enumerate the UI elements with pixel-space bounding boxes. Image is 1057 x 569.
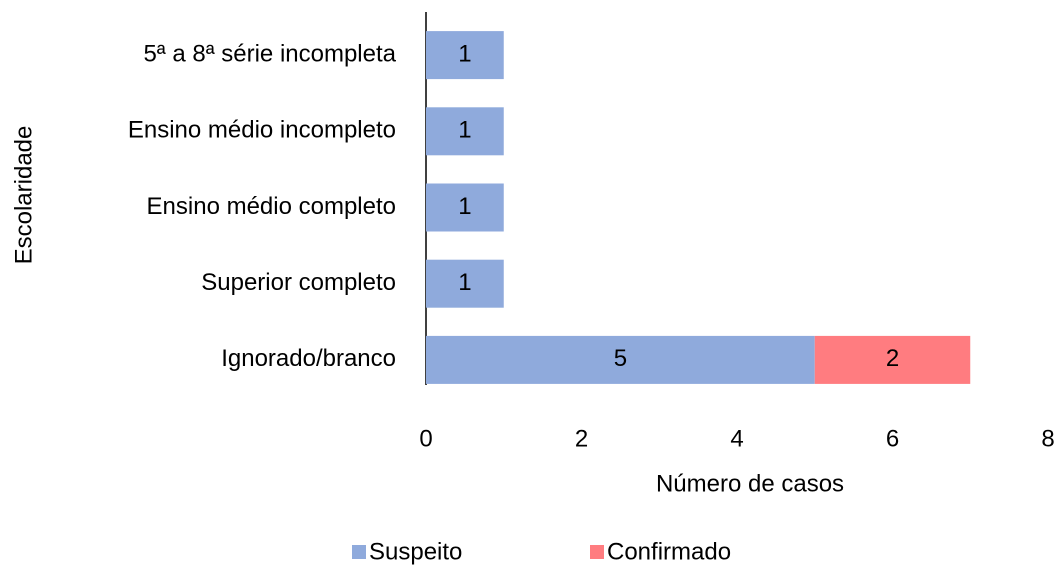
y-tick-label: Ignorado/branco [221, 345, 396, 372]
legend-label: Suspeito [369, 538, 462, 565]
y-tick-label: Superior completo [201, 269, 396, 296]
x-tick-label: 8 [1041, 425, 1054, 452]
x-tick-label: 2 [575, 425, 588, 452]
bar [426, 335, 815, 384]
legend-label: Confirmado [607, 538, 731, 565]
data-label: 5 [614, 345, 627, 372]
data-label: 2 [886, 345, 899, 372]
data-label: 1 [458, 193, 471, 220]
y-axis-title: Escolaridade [10, 126, 37, 265]
y-tick-label: 5ª a 8ª série incompleta [143, 40, 396, 67]
x-tick-label: 6 [886, 425, 899, 452]
x-axis-title: Número de casos [656, 470, 844, 497]
bar [426, 259, 504, 308]
data-label: 1 [458, 40, 471, 67]
y-tick-label: Ensino médio completo [147, 193, 396, 220]
x-tick-label: 4 [730, 425, 743, 452]
x-tick-label: 0 [419, 425, 432, 452]
bar [426, 31, 504, 80]
data-label: 1 [458, 269, 471, 296]
y-tick-label: Ensino médio incompleto [128, 117, 396, 144]
data-label: 1 [458, 117, 471, 144]
bar [814, 335, 971, 384]
bar [426, 107, 504, 156]
legend-swatch [352, 545, 366, 559]
legend-swatch [590, 545, 604, 559]
bar [426, 183, 504, 232]
